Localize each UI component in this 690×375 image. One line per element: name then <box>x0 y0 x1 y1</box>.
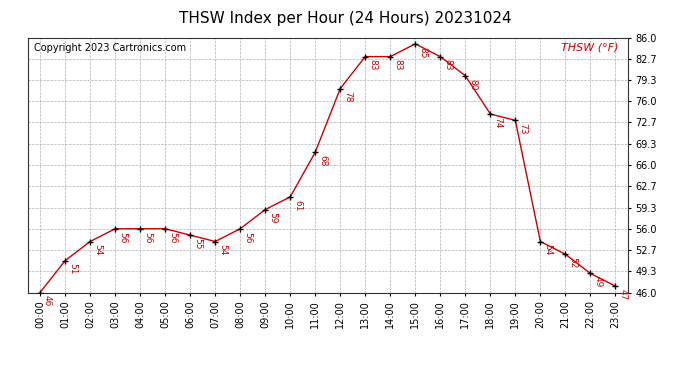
Text: 54: 54 <box>93 244 102 256</box>
Text: 85: 85 <box>418 46 427 58</box>
Text: 55: 55 <box>193 238 202 249</box>
Text: 54: 54 <box>543 244 552 256</box>
Text: 74: 74 <box>493 117 502 128</box>
Text: THSW (°F): THSW (°F) <box>562 43 619 52</box>
Text: 68: 68 <box>318 155 327 166</box>
Text: 47: 47 <box>618 289 627 300</box>
Text: 83: 83 <box>393 59 402 71</box>
Text: 83: 83 <box>443 59 452 71</box>
Text: 56: 56 <box>168 231 177 243</box>
Text: 52: 52 <box>568 257 577 268</box>
Text: 83: 83 <box>368 59 377 71</box>
Text: 46: 46 <box>43 295 52 307</box>
Text: THSW Index per Hour (24 Hours) 20231024: THSW Index per Hour (24 Hours) 20231024 <box>179 11 511 26</box>
Text: 61: 61 <box>293 200 302 211</box>
Text: 49: 49 <box>593 276 602 288</box>
Text: 51: 51 <box>68 263 77 275</box>
Text: 56: 56 <box>143 231 152 243</box>
Text: 73: 73 <box>518 123 527 135</box>
Text: 78: 78 <box>343 91 352 103</box>
Text: 56: 56 <box>118 231 127 243</box>
Text: 56: 56 <box>243 231 252 243</box>
Text: 80: 80 <box>468 78 477 90</box>
Text: Copyright 2023 Cartronics.com: Copyright 2023 Cartronics.com <box>34 43 186 52</box>
Text: 59: 59 <box>268 212 277 224</box>
Text: 54: 54 <box>218 244 227 256</box>
